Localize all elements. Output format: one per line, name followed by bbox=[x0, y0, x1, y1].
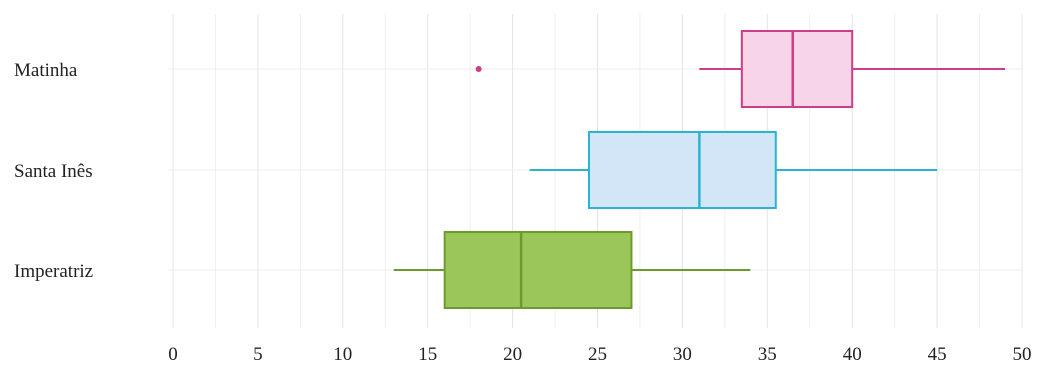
x-tick-label: 25 bbox=[588, 344, 607, 365]
x-tick-label: 10 bbox=[333, 344, 352, 365]
box-group bbox=[475, 30, 1006, 108]
box-layer bbox=[393, 30, 1006, 309]
iqr-box bbox=[588, 131, 777, 209]
iqr-box bbox=[443, 231, 633, 309]
x-tick-label: 5 bbox=[253, 344, 263, 365]
x-tick-label: 50 bbox=[1013, 344, 1032, 365]
category-label: Santa Inês bbox=[14, 161, 93, 182]
category-label: Imperatriz bbox=[14, 261, 93, 282]
box-group bbox=[393, 231, 751, 309]
x-tick-label: 20 bbox=[503, 344, 522, 365]
outlier-point bbox=[475, 66, 482, 72]
iqr-box bbox=[740, 30, 854, 108]
box-group bbox=[529, 131, 938, 209]
x-tick-label: 35 bbox=[758, 344, 777, 365]
x-tick-label: 40 bbox=[843, 344, 862, 365]
x-tick-label: 0 bbox=[168, 344, 178, 365]
category-label: Matinha bbox=[14, 60, 78, 81]
x-tick-label: 30 bbox=[673, 344, 692, 365]
label-layer: 0 5 10 15 20 25 30 35 40 45 50 Matinha Santa Inês Imp… bbox=[14, 60, 1032, 365]
x-tick-label: 45 bbox=[928, 344, 947, 365]
x-tick-label: 15 bbox=[418, 344, 437, 365]
